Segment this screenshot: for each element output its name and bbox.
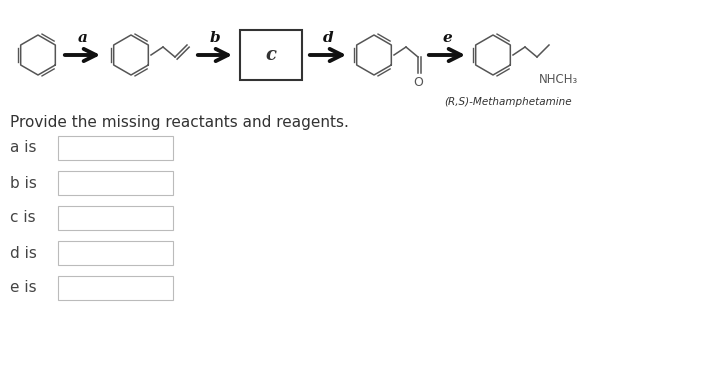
- Text: O: O: [413, 76, 423, 89]
- Text: NHCH₃: NHCH₃: [539, 73, 578, 86]
- Bar: [58, 136, 173, 160]
- Text: (R,S)-Methamphetamine: (R,S)-Methamphetamine: [444, 97, 571, 107]
- Bar: [240, 30, 302, 80]
- Bar: [58, 276, 173, 300]
- Text: e is: e is: [10, 280, 36, 296]
- Bar: [58, 171, 173, 195]
- Text: c: c: [266, 46, 277, 64]
- Text: a: a: [78, 31, 87, 45]
- Text: b: b: [210, 31, 221, 45]
- Text: d is: d is: [10, 245, 37, 261]
- Text: b is: b is: [10, 176, 37, 190]
- Text: Provide the missing reactants and reagents.: Provide the missing reactants and reagen…: [10, 115, 349, 130]
- Bar: [58, 206, 173, 230]
- Text: c is: c is: [10, 211, 36, 225]
- Bar: [58, 241, 173, 265]
- Text: d: d: [323, 31, 333, 45]
- Text: e: e: [442, 31, 452, 45]
- Text: a is: a is: [10, 141, 36, 155]
